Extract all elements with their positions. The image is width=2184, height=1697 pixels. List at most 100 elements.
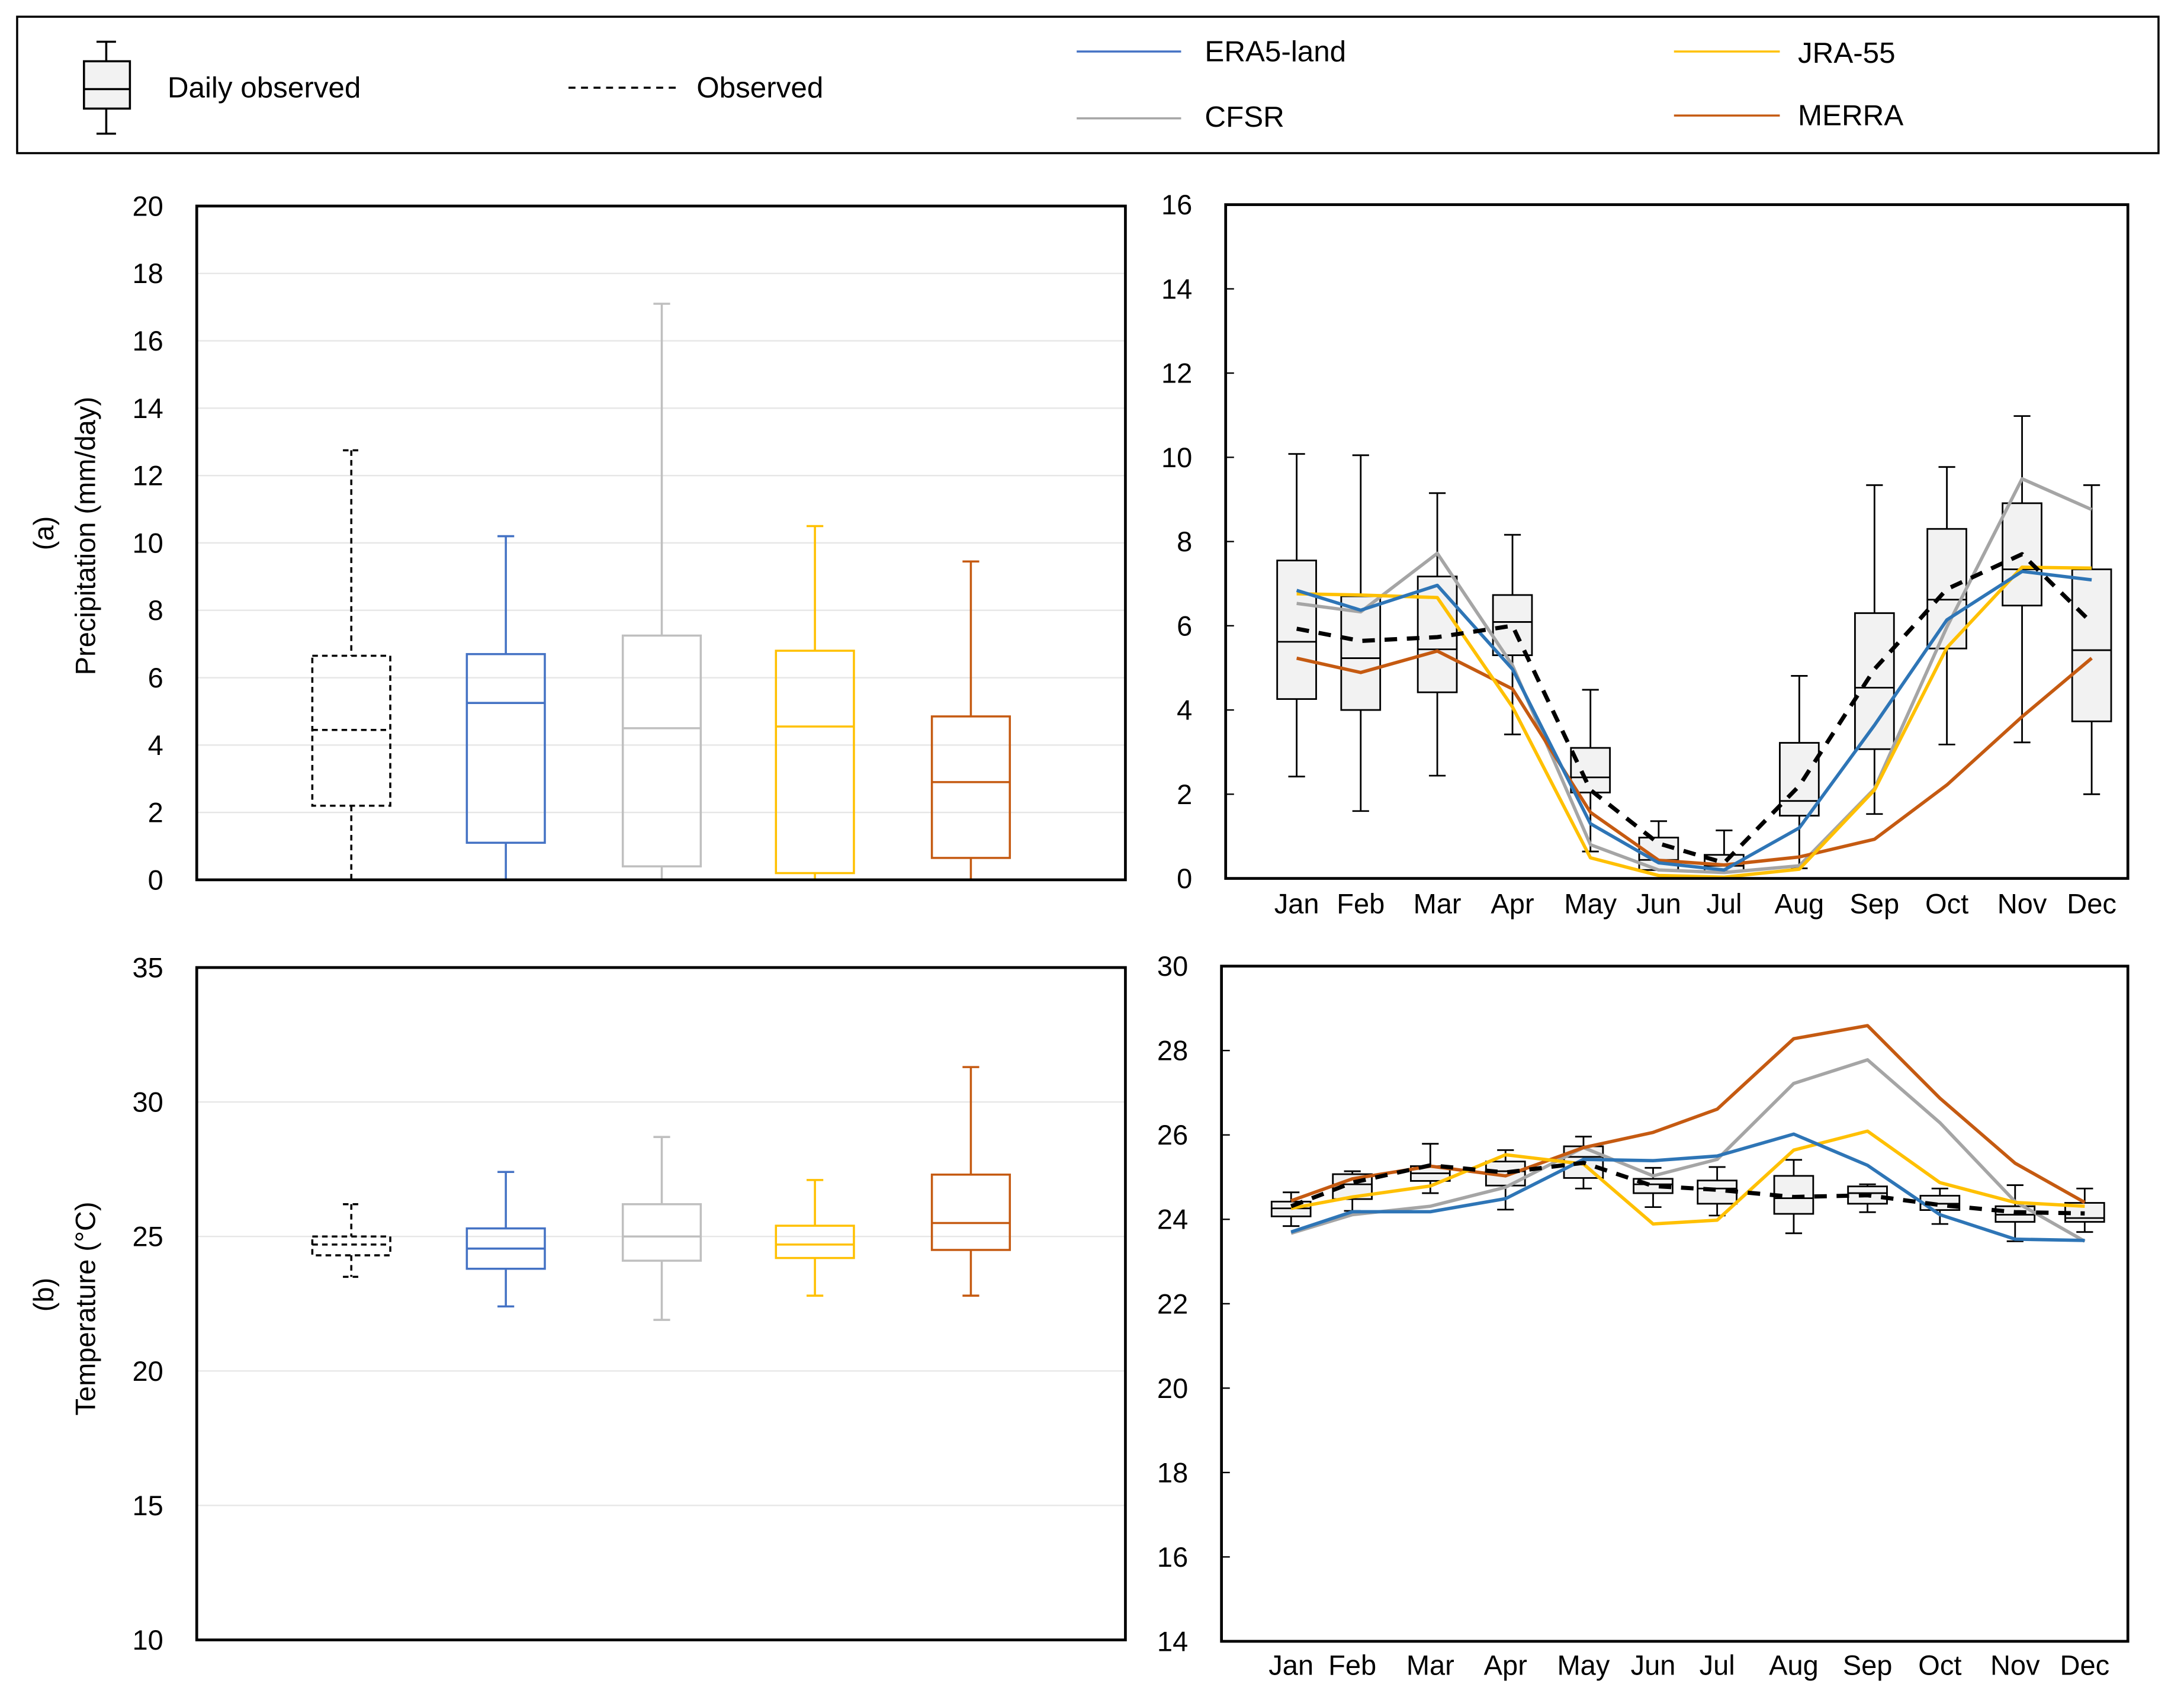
x-tick-label: Aug: [1775, 888, 1825, 919]
panel-b-ylabel: Temperature (°C): [70, 1202, 101, 1416]
y-tick-label: 16: [1161, 189, 1192, 220]
legend: Daily observed Observed ERA5-land CFSR J…: [16, 15, 2160, 155]
y-tick-label: 2: [148, 797, 163, 828]
box-iqr: [775, 1224, 855, 1259]
y-tick-label: 16: [1157, 1541, 1188, 1573]
panel-a-left: 0 2 4 6 8 10 12 14 16 18 20: [133, 190, 1127, 895]
y-tick-label: 4: [148, 729, 163, 761]
box-iqr: [1570, 747, 1611, 793]
x-tick-label: Jun: [1631, 1649, 1676, 1680]
daily-box-Jan: [1276, 453, 1317, 777]
series-line-merra: [1296, 649, 2093, 867]
legend-observed: Observed: [696, 72, 823, 104]
panel-b-tag: (b): [28, 1278, 59, 1312]
box-iqr: [621, 1203, 702, 1262]
x-tick-label: Oct: [1918, 1649, 1961, 1680]
x-tick-label: Jul: [1700, 1649, 1735, 1680]
y-tick-label: 14: [1157, 1625, 1188, 1657]
daily-box-Feb: [1340, 454, 1382, 812]
y-tick-label: 18: [133, 258, 163, 289]
y-tick-label: 24: [1157, 1204, 1188, 1235]
x-tick-label: Feb: [1337, 888, 1385, 919]
y-tick-label: 25: [133, 1221, 163, 1252]
legend-daily-observed: Daily observed: [168, 72, 361, 104]
x-tick-label: Sep: [1849, 888, 1899, 919]
x-tick-label: Apr: [1484, 1649, 1527, 1680]
x-tick-label: Oct: [1925, 888, 1968, 919]
panel-b-left: 10 15 20 25 30 35: [133, 952, 1127, 1656]
x-tick-label: Feb: [1328, 1649, 1376, 1680]
plot-frame: [1220, 965, 2130, 1643]
y-tick-label: 12: [133, 460, 163, 491]
series-line-cfsr: [1296, 477, 2093, 875]
y-tick-label: 4: [1177, 695, 1192, 726]
x-tick-label: Sep: [1843, 1649, 1893, 1680]
series-line-observed: [1296, 552, 2093, 865]
plot-frame: [1224, 203, 2130, 880]
daily-box-Sep: [1854, 484, 1895, 815]
y-tick-label: 14: [133, 393, 163, 424]
legend-cfsr: CFSR: [1205, 101, 1284, 133]
y-tick-label: 30: [133, 1087, 163, 1118]
daily-box-Mar: [1417, 492, 1458, 777]
y-tick-label: 8: [1177, 526, 1192, 557]
y-tick-label: 0: [148, 864, 163, 895]
box-observed: [311, 1203, 391, 1278]
y-tick-label: 14: [1161, 273, 1192, 304]
series-line-jra: [1296, 565, 2092, 879]
daily-box-May: [1570, 689, 1611, 853]
box-observed: [311, 449, 391, 881]
x-tick-label: Jul: [1706, 888, 1742, 919]
series-line-cfsr: [1290, 1058, 2086, 1243]
legend-era5: ERA5-land: [1205, 35, 1346, 68]
series-line-era5: [1296, 570, 2092, 872]
daily-box-Dec: [2071, 484, 2112, 795]
y-tick-label: 20: [1157, 1373, 1188, 1404]
box-iqr: [1854, 612, 1895, 750]
box-era5: [465, 1171, 546, 1308]
x-tick-label: Jan: [1268, 1649, 1313, 1680]
plot-frame: [195, 204, 1127, 882]
panel-a-ylabel: Precipitation (mm/day): [70, 397, 101, 675]
series-line-era5: [1290, 1132, 2085, 1242]
y-tick-label: 28: [1157, 1035, 1188, 1066]
legend-box-icon: [83, 40, 131, 135]
panel-b-right: 14 16 18 20 22 24 26 28 30 Jan Feb Mar Apr May Jun Jul A…: [1157, 950, 2130, 1680]
y-tick-label: 2: [1177, 779, 1192, 810]
y-tick-label: 26: [1157, 1119, 1188, 1150]
y-tick-label: 8: [148, 594, 163, 626]
y-tick-label: 12: [1161, 358, 1192, 389]
panel-a-tag: (a): [28, 516, 59, 550]
box-iqr: [930, 1174, 1011, 1251]
box-iqr: [465, 653, 546, 844]
y-tick-label: 18: [1157, 1457, 1188, 1488]
x-tick-label: Jun: [1636, 888, 1681, 919]
y-tick-label: 15: [133, 1490, 163, 1521]
plot-frame: [195, 966, 1127, 1641]
y-tick-label: 10: [1161, 442, 1192, 473]
y-tick-label: 10: [133, 527, 163, 558]
box-iqr: [1340, 595, 1382, 711]
y-tick-label: 22: [1157, 1288, 1188, 1319]
y-tick-label: 10: [133, 1624, 163, 1656]
box-iqr: [621, 634, 702, 867]
daily-box-Oct: [1926, 466, 1967, 745]
y-tick-label: 20: [133, 190, 163, 221]
legend-merra: MERRA: [1798, 99, 1903, 132]
box-merra: [930, 1066, 1011, 1297]
box-jra: [775, 1179, 855, 1297]
x-tick-label: Dec: [2060, 1649, 2110, 1680]
x-tick-label: Apr: [1491, 888, 1534, 919]
x-tick-label: Nov: [1997, 888, 2047, 919]
x-tick-label: Mar: [1414, 888, 1462, 919]
daily-box-Sep: [1847, 1183, 1888, 1213]
box-cfsr: [621, 1136, 702, 1321]
box-merra: [930, 560, 1011, 881]
series-line-observed: [1290, 1161, 2085, 1216]
legend-jra: JRA-55: [1798, 37, 1896, 69]
box-iqr: [930, 715, 1011, 859]
y-tick-label: 20: [133, 1355, 163, 1387]
